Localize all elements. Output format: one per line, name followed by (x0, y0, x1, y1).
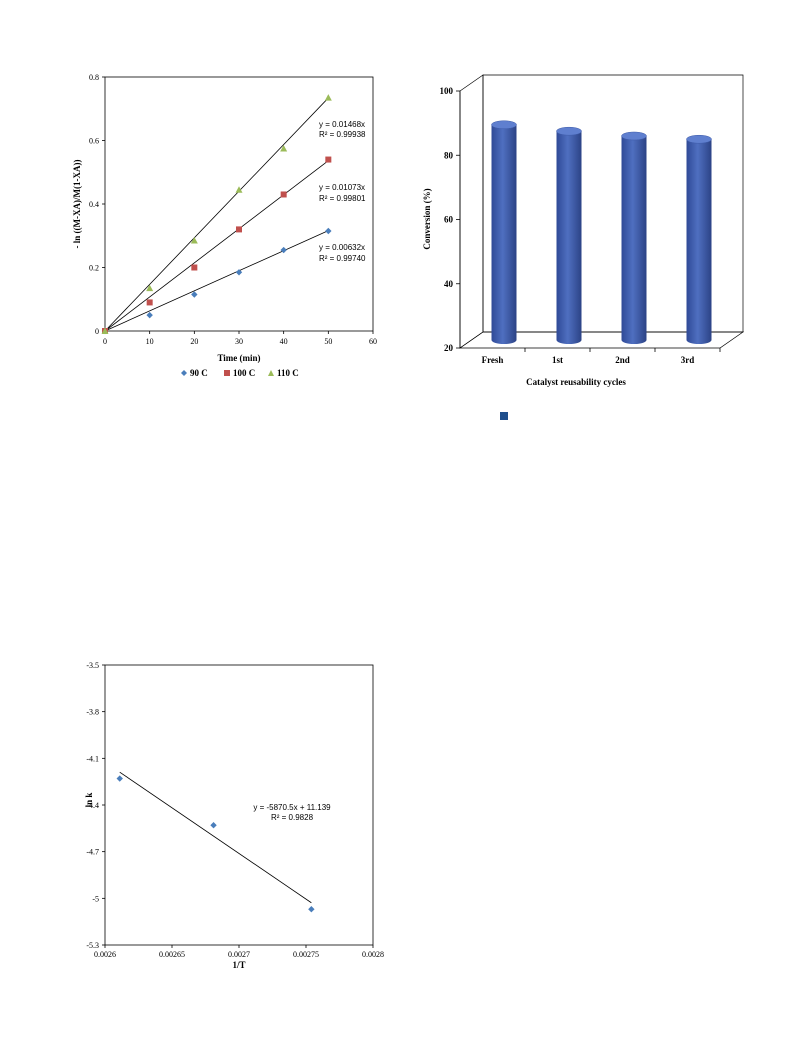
x-tick-label-fresh: Fresh (482, 355, 504, 365)
eq-100c: y = 0.01073x (319, 183, 365, 192)
cylinder-body-fresh (491, 124, 517, 344)
r2-110c: R² = 0.99938 (319, 130, 366, 139)
kinetics-marks (101, 94, 332, 335)
x-tick-label: 20 (190, 337, 198, 346)
legend-triangle-110c (268, 370, 274, 376)
y-tick-label: 0.4 (89, 200, 99, 209)
arrhenius-x-axis-label: 1/T (232, 960, 245, 970)
x-tick-label: 40 (280, 337, 288, 346)
point-110c (146, 284, 154, 292)
x-tick-label: 0.0028 (362, 950, 384, 959)
point-110c (190, 237, 198, 244)
point-110c (101, 327, 109, 334)
y-tick-label: -4.7 (86, 848, 99, 857)
reusability-3d-frame: 20 40 60 80 100 (440, 74, 745, 353)
point-110c (280, 144, 288, 152)
y-tick-label: -3.8 (86, 708, 99, 717)
reusability-legend-marker (500, 412, 508, 420)
eq-110c: y = 0.01468x (319, 120, 365, 129)
x-tick-label: 10 (146, 337, 154, 346)
x-tick-label-1st: 1st (552, 355, 563, 365)
reusability-x-axis-label: Catalyst reusability cycles (526, 377, 626, 387)
point-90c (191, 291, 198, 298)
arrhenius-r2: R² = 0.9828 (271, 813, 314, 822)
arrhenius-equation: y = -5870.5x + 11.139 (253, 803, 331, 812)
point-90c (146, 311, 153, 319)
x-tick-label-3rd: 3rd (681, 355, 695, 365)
y-tick-label: 80 (444, 150, 454, 160)
arrhenius-point (308, 906, 315, 913)
reusability-bars: Fresh 1st 2nd 3rd (482, 120, 721, 365)
point-110c (324, 94, 332, 101)
r2-100c: R² = 0.99801 (319, 194, 366, 203)
arrhenius-point (116, 775, 123, 782)
trendline-110c (104, 97, 329, 332)
y-tick-label: -5 (92, 894, 99, 903)
reusability-y-axis-label: Conversion (%) (422, 188, 432, 249)
legend-90c-label: 90 C (190, 368, 208, 378)
trendline-100c (104, 160, 329, 332)
arrhenius-plot-frame (104, 664, 374, 946)
point-100c (191, 264, 198, 271)
x-tick-label: 60 (369, 337, 377, 346)
legend-110c-label: 110 C (277, 368, 299, 378)
kinetics-legend: 90 C 100 C 110 C (181, 368, 299, 378)
r2-90c: R² = 0.99740 (319, 254, 366, 263)
legend-square-100c (224, 370, 230, 376)
x-tick-label: 0.0026 (94, 950, 116, 959)
arrhenius-y-axis-label: ln k (84, 793, 94, 808)
kinetics-axes: 0 10 20 30 40 50 60 0 0.2 0.4 0.6 0.8 (89, 73, 377, 346)
y-tick-label: -4.4 (86, 801, 99, 810)
y-tick-label: 0.8 (89, 73, 99, 82)
kinetics-y-axis-label: - ln ((M-XA)/M(1-XA)) (72, 160, 82, 249)
arrhenius-marks (116, 771, 315, 913)
y-tick-label: 100 (440, 86, 454, 96)
cylinder-top-fresh (491, 120, 517, 130)
eq-90c: y = 0.00632x (319, 243, 365, 252)
y-tick-label: 0.2 (89, 264, 99, 273)
y-tick-label: -5.3 (86, 941, 99, 950)
cylinder-body-3rd (686, 139, 712, 344)
y-tick-label: 20 (444, 343, 454, 353)
cylinder-top-1st (556, 126, 582, 136)
y-tick-label: -3.5 (86, 661, 99, 670)
cylinder-body-2nd (621, 136, 647, 344)
floor (458, 331, 745, 349)
y-tick-label: 0 (95, 327, 99, 336)
cylinder-top-2nd (621, 131, 647, 141)
legend-100c-label: 100 C (233, 368, 255, 378)
point-100c (236, 226, 242, 233)
x-tick-label: 0.0027 (228, 950, 250, 959)
arrhenius-trendline (119, 771, 312, 904)
y-tick-label: -4.1 (86, 754, 99, 763)
point-90c (325, 227, 332, 235)
x-tick-label: 0.00275 (293, 950, 319, 959)
arrhenius-axes: 0.0026 0.00265 0.0027 0.00275 0.0028 -3.5 -3.8… (86, 661, 384, 959)
point-100c (280, 191, 287, 198)
point-100c (325, 156, 332, 163)
x-tick-label: 50 (324, 337, 332, 346)
cylinder-top-3rd (686, 134, 712, 144)
point-100c (146, 299, 153, 306)
point-90c (280, 246, 287, 254)
x-tick-label: 0.00265 (159, 950, 185, 959)
point-110c (235, 186, 243, 193)
x-tick-label: 0 (103, 337, 107, 346)
x-tick-label-2nd: 2nd (615, 355, 630, 365)
y-tick-label: 40 (444, 279, 454, 289)
cylinder-body-1st (556, 131, 582, 344)
x-tick-label: 30 (235, 337, 243, 346)
arrhenius-point (210, 822, 217, 829)
kinetics-x-axis-label: Time (min) (217, 353, 260, 363)
point-90c (235, 269, 243, 276)
y-tick-label: 60 (444, 215, 454, 225)
trendline-90c (104, 230, 329, 332)
legend-diamond-90c (181, 370, 187, 376)
y-tick-label: 0.6 (89, 137, 99, 146)
